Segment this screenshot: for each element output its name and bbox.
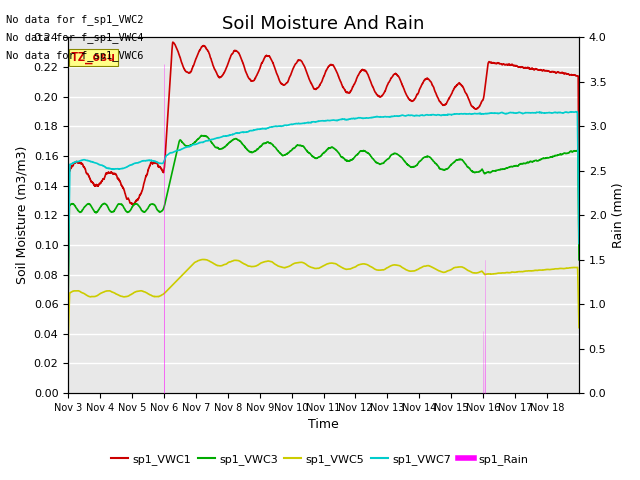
- Legend: sp1_VWC1, sp1_VWC3, sp1_VWC5, sp1_VWC7, sp1_Rain: sp1_VWC1, sp1_VWC3, sp1_VWC5, sp1_VWC7, …: [107, 450, 533, 469]
- Y-axis label: Soil Moisture (m3/m3): Soil Moisture (m3/m3): [15, 146, 28, 285]
- Text: No data for f_sp1_VWC4: No data for f_sp1_VWC4: [6, 32, 144, 43]
- Y-axis label: Rain (mm): Rain (mm): [612, 182, 625, 248]
- X-axis label: Time: Time: [308, 419, 339, 432]
- Title: Soil Moisture And Rain: Soil Moisture And Rain: [222, 15, 425, 33]
- Text: No data for f_sp1_VWC2: No data for f_sp1_VWC2: [6, 13, 144, 24]
- Text: TZ_osu: TZ_osu: [70, 51, 116, 64]
- Text: No data for f_sp1_VWC6: No data for f_sp1_VWC6: [6, 50, 144, 61]
